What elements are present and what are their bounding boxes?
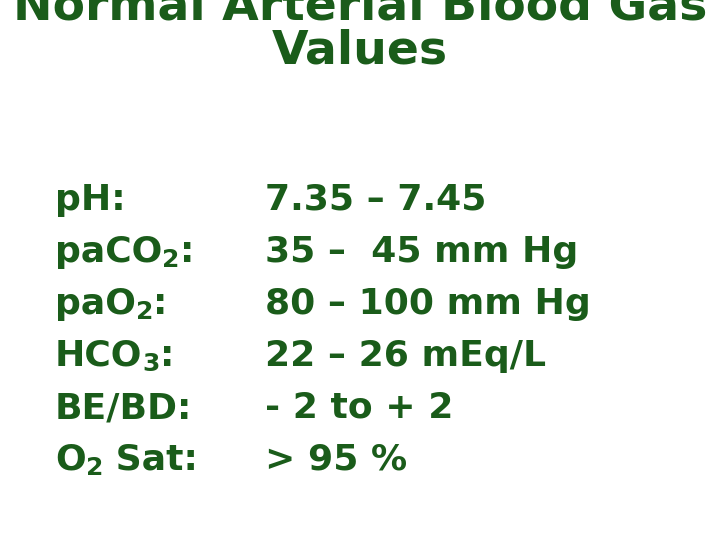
Text: 2: 2 xyxy=(136,300,153,324)
Text: paCO: paCO xyxy=(55,235,163,269)
Text: Sat:: Sat: xyxy=(103,443,198,477)
Text: pH:: pH: xyxy=(55,183,125,217)
Text: Values: Values xyxy=(272,28,448,73)
Text: paO: paO xyxy=(55,287,136,321)
Text: Normal Arterial Blood Gas: Normal Arterial Blood Gas xyxy=(13,0,707,30)
Text: 80 – 100 mm Hg: 80 – 100 mm Hg xyxy=(265,287,590,321)
Text: O: O xyxy=(55,443,86,477)
Text: - 2 to + 2: - 2 to + 2 xyxy=(265,391,454,425)
Text: 2: 2 xyxy=(163,248,180,272)
Text: 3: 3 xyxy=(143,352,160,376)
Text: 35 –  45 mm Hg: 35 – 45 mm Hg xyxy=(265,235,578,269)
Text: HCO: HCO xyxy=(55,339,143,373)
Text: 7.35 – 7.45: 7.35 – 7.45 xyxy=(265,183,487,217)
Text: 22 – 26 mEq/L: 22 – 26 mEq/L xyxy=(265,339,546,373)
Text: :: : xyxy=(153,287,168,321)
Text: :: : xyxy=(160,339,174,373)
Text: 2: 2 xyxy=(86,456,103,480)
Text: > 95 %: > 95 % xyxy=(265,443,407,477)
Text: :: : xyxy=(180,235,194,269)
Text: BE/BD:: BE/BD: xyxy=(55,391,192,425)
